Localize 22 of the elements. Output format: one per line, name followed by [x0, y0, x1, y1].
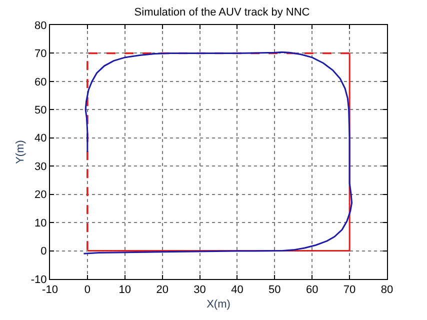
x-tick-label: 0: [84, 284, 91, 296]
x-tick-label: 30: [194, 284, 206, 296]
x-tick-label: 20: [156, 284, 168, 296]
x-tick-label: 60: [306, 284, 318, 296]
chart-title: Simulation of the AUV track by NNC: [134, 6, 310, 19]
y-tick-label: 20: [34, 189, 47, 202]
x-tick-label: 40: [231, 284, 244, 296]
y-axis-title: Y(m): [14, 140, 27, 164]
y-tick-label: -10: [30, 274, 47, 286]
y-tick-label: 80: [34, 20, 47, 32]
x-tick-label: 10: [118, 284, 132, 296]
x-tick-label: 50: [268, 284, 281, 296]
y-tick-label: 50: [34, 104, 47, 117]
y-tick-label: 60: [34, 76, 47, 88]
x-tick-label: 80: [380, 284, 394, 296]
y-tick-label: 40: [34, 132, 47, 145]
y-tick-label: 0: [40, 246, 47, 258]
y-tick-label: 70: [34, 48, 47, 60]
x-tick-label: 70: [343, 284, 356, 296]
y-tick-label: 10: [34, 217, 47, 230]
y-tick-label: 30: [34, 160, 47, 173]
x-axis-title: X(m): [206, 298, 230, 310]
